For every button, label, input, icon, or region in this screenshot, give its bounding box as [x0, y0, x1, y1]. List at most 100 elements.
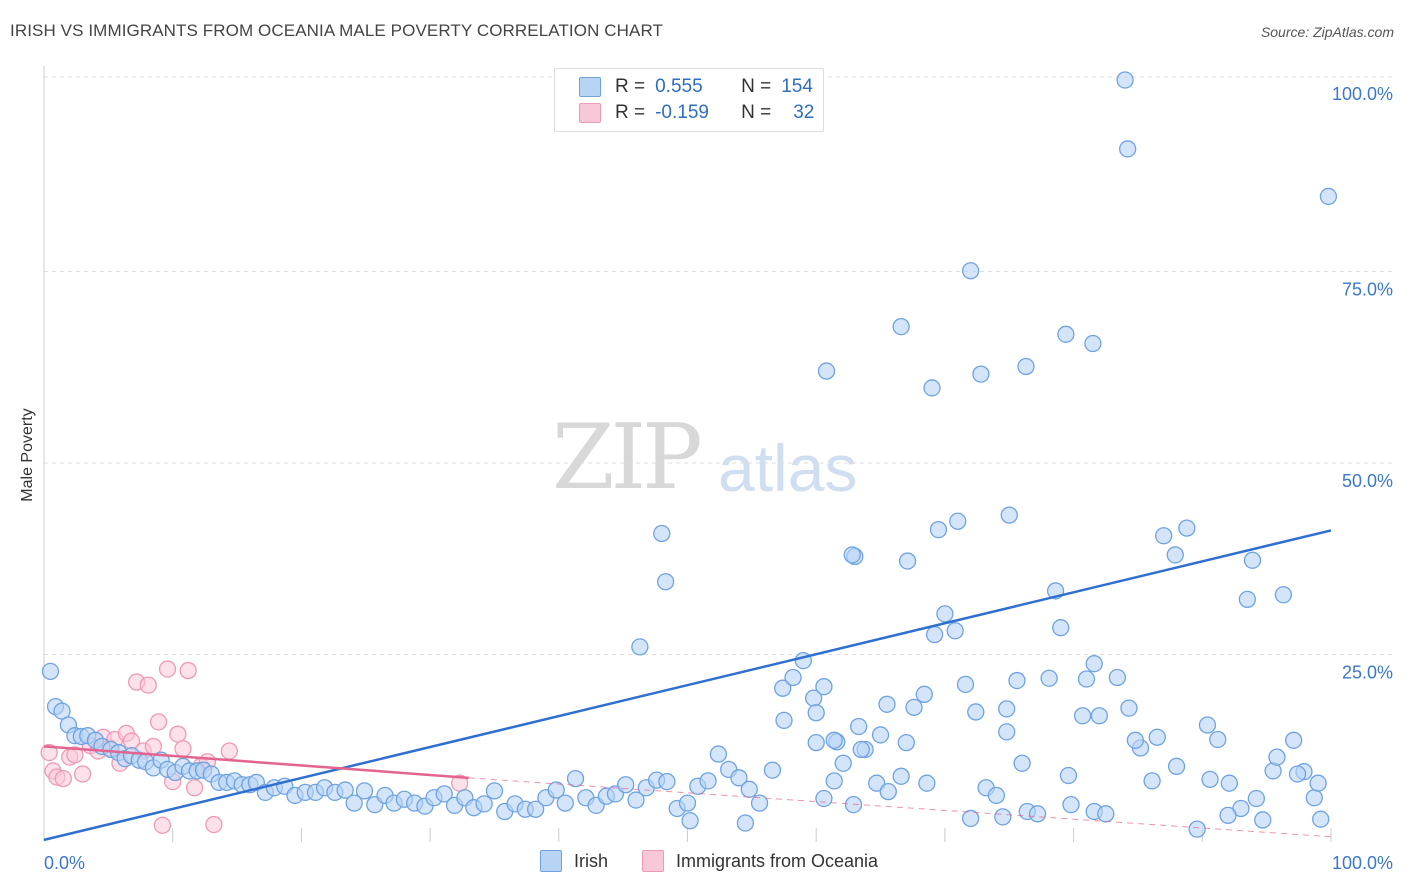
irish-point — [1126, 731, 1145, 749]
irish-point — [355, 782, 374, 800]
irish-point — [699, 772, 717, 790]
irish-point — [1120, 699, 1138, 717]
bottom-legend-swatch-oceania — [642, 850, 664, 872]
irish-point — [1057, 325, 1075, 343]
irish-point — [1085, 655, 1103, 673]
irish-point — [41, 662, 60, 681]
irish-point — [1312, 810, 1330, 828]
irish-point — [834, 754, 852, 772]
legend-r-value: 0.555 — [655, 76, 703, 97]
watermark-atlas: atlas — [718, 431, 858, 505]
irish-point — [678, 794, 697, 812]
irish-point — [709, 745, 728, 763]
irish-point — [1268, 748, 1286, 766]
irish-point — [871, 726, 890, 744]
irish-point — [1119, 140, 1137, 158]
legend-n-label: N = — [741, 76, 772, 97]
irish-point — [1305, 789, 1323, 807]
oceania-point — [54, 769, 72, 788]
oceania-point — [73, 765, 92, 783]
irish-point — [345, 794, 363, 812]
legend-r-label: R = — [615, 76, 646, 97]
legend-row-irish: R = 0.555 N = 154 — [579, 75, 813, 99]
irish-point — [1108, 668, 1127, 687]
legend-box: R = 0.555 N = 154 R = -0.159 N = 32 — [554, 68, 824, 132]
irish-point — [1220, 774, 1238, 792]
legend-swatch-oceania — [579, 103, 601, 123]
irish-point — [1243, 551, 1262, 569]
irish-point — [631, 638, 649, 656]
irish-point — [1288, 765, 1307, 783]
irish-point — [994, 808, 1012, 826]
irish-point — [850, 717, 868, 736]
irish-point — [925, 625, 944, 644]
irish-point — [475, 795, 493, 813]
irish-point — [1059, 766, 1078, 785]
oceania-trend-line — [43, 745, 469, 780]
irish-point — [1148, 728, 1166, 746]
irish-point — [967, 703, 985, 721]
irish-point — [1319, 187, 1338, 206]
irish-point — [1116, 71, 1134, 89]
irish-point — [1198, 716, 1217, 734]
irish-point — [918, 774, 936, 792]
watermark-zip: ZIP — [552, 405, 703, 510]
irish-point — [1084, 334, 1102, 353]
irish-point — [1219, 806, 1237, 825]
irish-point — [784, 668, 802, 687]
irish-point — [1254, 811, 1272, 829]
irish-point — [905, 698, 923, 717]
irish-point — [617, 776, 635, 794]
irish-trend-line — [43, 529, 1332, 842]
oceania-point — [139, 676, 157, 694]
irish-point — [815, 678, 833, 696]
irish-point — [1238, 590, 1256, 608]
x-tick-label: 0.0% — [44, 853, 85, 873]
chart-title: IRISH VS IMMIGRANTS FROM OCEANIA MALE PO… — [10, 21, 664, 40]
irish-point — [681, 812, 699, 830]
irish-point — [936, 605, 954, 623]
irish-point — [556, 794, 574, 812]
irish-point — [817, 362, 836, 380]
irish-point — [961, 262, 980, 280]
legend-r-label: R = — [615, 102, 646, 123]
irish-point — [998, 723, 1016, 741]
irish-point — [1143, 772, 1161, 790]
irish-point — [485, 782, 504, 800]
bottom-legend-label-irish: Irish — [574, 850, 609, 871]
irish-point — [526, 800, 545, 818]
irish-point — [653, 524, 671, 543]
legend-n-value: 154 — [781, 76, 813, 97]
irish-point — [1209, 730, 1227, 749]
bottom-legend: Irish Immigrants from Oceania — [0, 850, 1406, 880]
irish-point — [807, 704, 825, 722]
source-credit: Source: ZipAtlas.com — [1260, 24, 1394, 40]
bottom-legend-swatch-irish — [540, 850, 562, 872]
oceania-point — [153, 816, 172, 834]
irish-point — [892, 318, 910, 336]
x-tick-label: 100.0% — [1332, 853, 1393, 873]
irish-point — [1052, 619, 1070, 637]
irish-point — [825, 731, 843, 749]
bottom-legend-irish: Irish — [540, 850, 608, 872]
irish-point — [1201, 770, 1219, 789]
oceania-point — [169, 725, 187, 743]
irish-point — [1166, 546, 1184, 564]
irish-point — [815, 789, 833, 808]
irish-point — [750, 794, 769, 812]
irish-point — [892, 767, 910, 785]
bottom-legend-oceania: Immigrants from Oceania — [642, 850, 878, 872]
irish-point — [1040, 669, 1058, 687]
irish-point — [852, 740, 870, 759]
oceania-point — [174, 740, 192, 758]
y-tick-label: 75.0% — [1342, 280, 1393, 300]
oceania-point — [158, 660, 177, 678]
irish-point — [435, 785, 453, 803]
irish-point — [923, 379, 941, 397]
irish-point — [946, 622, 964, 640]
oceania-point — [220, 742, 238, 760]
irish-point — [566, 769, 585, 788]
irish-point — [763, 761, 782, 779]
y-tick-label: 50.0% — [1342, 471, 1393, 491]
